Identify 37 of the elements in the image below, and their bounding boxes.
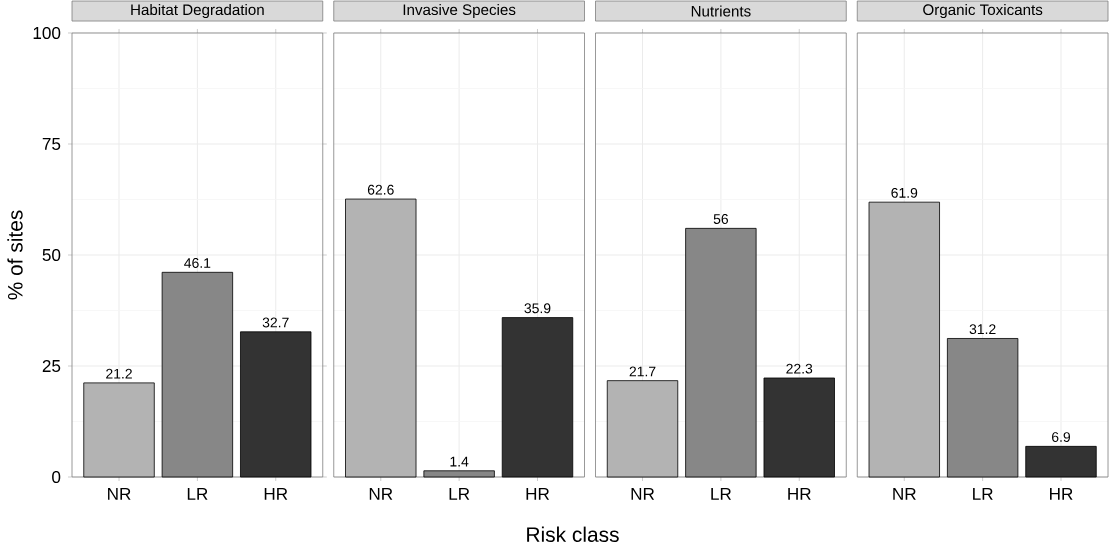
x-tick-label: HR xyxy=(526,488,550,500)
data-label: 56 xyxy=(713,214,729,224)
x-tick-label: HR xyxy=(1050,488,1073,500)
data-label: 21.7 xyxy=(629,366,656,377)
x-tick-label: LR xyxy=(449,488,470,500)
x-tick-label: HR xyxy=(788,488,811,500)
x-tick-label: NR xyxy=(893,488,916,500)
data-label: 21.2 xyxy=(106,368,132,379)
x-tick-label: HR xyxy=(264,488,288,500)
data-label: 32.7 xyxy=(262,317,289,328)
data-label: 62.6 xyxy=(367,184,394,195)
y-axis-title: % of sites xyxy=(7,210,23,300)
x-axis-title: Risk class xyxy=(527,526,619,542)
data-label: 31.2 xyxy=(969,324,996,335)
x-tick-label: LR xyxy=(973,488,993,500)
x-tick-label: LR xyxy=(187,488,208,500)
chart-title: Habitat Degradation xyxy=(131,3,264,19)
x-tick-label: LR xyxy=(711,488,732,500)
data-label: 35.9 xyxy=(524,303,551,314)
y-tick-label: 50 xyxy=(42,248,61,262)
data-label: 22.3 xyxy=(786,363,813,374)
y-tick-label: 0 xyxy=(52,470,61,484)
chart-title: Invasive Species xyxy=(403,3,516,19)
chart-title: Organic Toxicants xyxy=(923,3,1043,19)
x-tick-label: NR xyxy=(369,488,393,500)
bar xyxy=(83,382,155,478)
chart-title: Nutrients xyxy=(691,5,751,17)
x-tick-label: NR xyxy=(108,488,131,500)
y-tick-label: 100 xyxy=(33,26,61,40)
bar xyxy=(240,331,312,478)
y-tick-label: 75 xyxy=(42,138,61,150)
data-label: 1.4 xyxy=(450,456,469,467)
x-tick-label: NR xyxy=(631,488,655,500)
y-tick-label: 25 xyxy=(42,359,61,373)
data-label: 61.9 xyxy=(891,187,918,198)
data-label: 6.9 xyxy=(1052,432,1071,442)
data-label: 46.1 xyxy=(184,258,211,268)
